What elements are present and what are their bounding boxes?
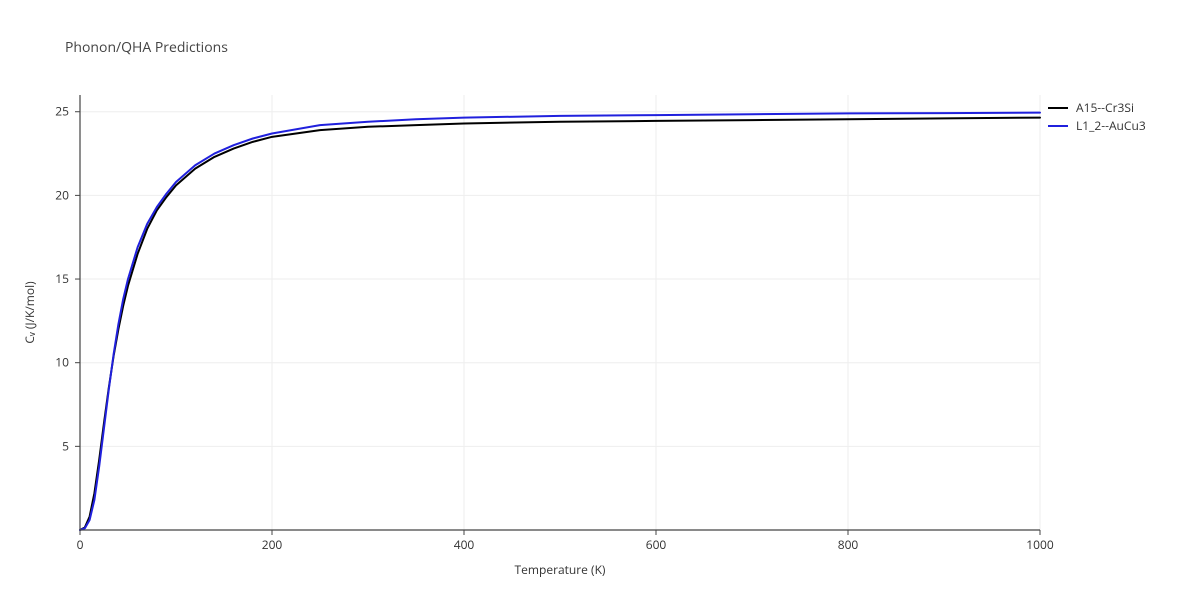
chart-root: Phonon/QHA Predictions 0 200 400 600 800 1000…: [0, 0, 1200, 600]
x-tick-label: 0: [77, 536, 84, 553]
series-line: [80, 118, 1040, 530]
y-tick-label: 5: [62, 437, 69, 454]
x-tick-label: 600: [646, 536, 667, 553]
x-tick-label: 400: [454, 536, 475, 553]
y-tick-label: 20: [55, 186, 69, 203]
chart-title: Phonon/QHA Predictions: [65, 38, 228, 57]
x-tick-label: 800: [838, 536, 859, 553]
x-axis-label: Temperature (K): [515, 561, 606, 578]
x-tick-label: 1000: [1026, 536, 1054, 553]
y-tick-label: 10: [55, 354, 69, 371]
y-tick-label: 25: [55, 103, 69, 120]
x-tick-label: 200: [262, 536, 283, 553]
series-line: [80, 113, 1040, 530]
y-tick-label: 15: [55, 270, 69, 287]
y-axis-label: Cᵥ (J/K/mol): [21, 281, 38, 344]
legend-label: A15--Cr3Si: [1076, 99, 1134, 116]
chart-canvas: 0 200 400 600 800 1000 5 10 15 20 25 Temperature (K…: [0, 0, 1200, 600]
legend-label: L1_2--AuCu3: [1076, 117, 1146, 134]
